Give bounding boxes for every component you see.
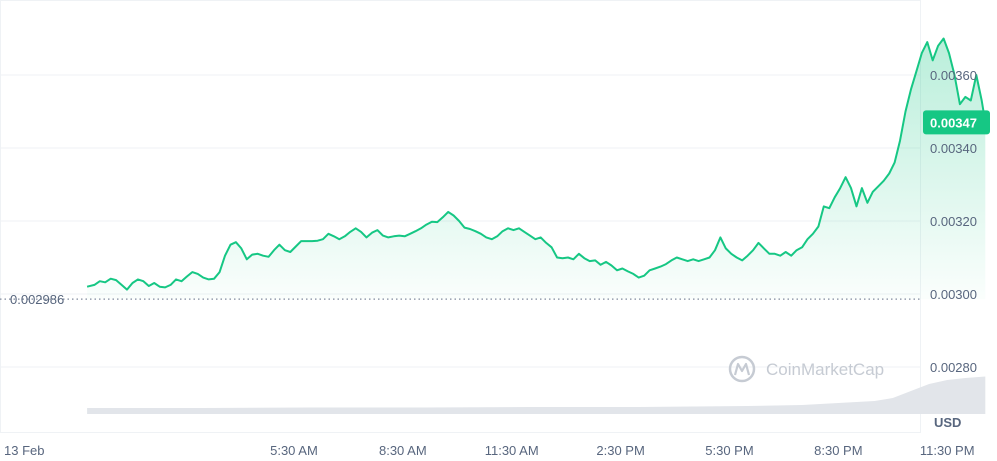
grid-lines xyxy=(0,74,920,368)
x-tick-label: 8:30 AM xyxy=(379,443,427,458)
x-tick-label: 13 Feb xyxy=(4,443,44,458)
watermark: CoinMarketCap xyxy=(728,355,884,383)
last-price-badge-bg xyxy=(923,110,990,135)
x-tick-label: 5:30 PM xyxy=(705,443,753,458)
volume-bars xyxy=(87,376,986,414)
y-tick-label: 0.00360 xyxy=(930,68,977,83)
coinmarketcap-logo-icon xyxy=(728,355,756,383)
x-tick-label: 11:30 PM xyxy=(920,443,975,458)
price-series-line[interactable] xyxy=(86,37,987,291)
y-tick-label: 0.00280 xyxy=(930,360,977,375)
y-tick-label: 0.00320 xyxy=(930,214,977,229)
watermark-text: CoinMarketCap xyxy=(766,360,884,379)
y-tick-label: 0.00340 xyxy=(930,141,977,156)
x-tick-label: 2:30 PM xyxy=(596,443,644,458)
x-tick-label: 11:30 AM xyxy=(485,443,539,458)
y-axis-unit: USD xyxy=(934,415,961,430)
y-axis-ticks: 0.00360 0.00340 0.00320 0.00300 0.00280 xyxy=(930,68,977,375)
x-tick-label: 8:30 PM xyxy=(814,443,862,458)
x-axis-ticks: 13 Feb 5:30 AM 8:30 AM 11:30 AM 2:30 PM 5:30 … xyxy=(4,443,975,458)
volume-area xyxy=(87,376,986,414)
x-tick-label: 5:30 AM xyxy=(270,443,318,458)
open-price-marker: 0.002986 xyxy=(10,292,64,307)
last-price-label: 0.00347 xyxy=(930,115,977,130)
price-area xyxy=(87,38,986,300)
price-area-fill xyxy=(87,38,986,300)
y-tick-label: 0.00300 xyxy=(930,287,977,302)
open-price-label: 0.002986 xyxy=(10,292,64,307)
price-line[interactable] xyxy=(86,37,987,291)
last-price-badge: 0.00347 xyxy=(923,110,990,135)
